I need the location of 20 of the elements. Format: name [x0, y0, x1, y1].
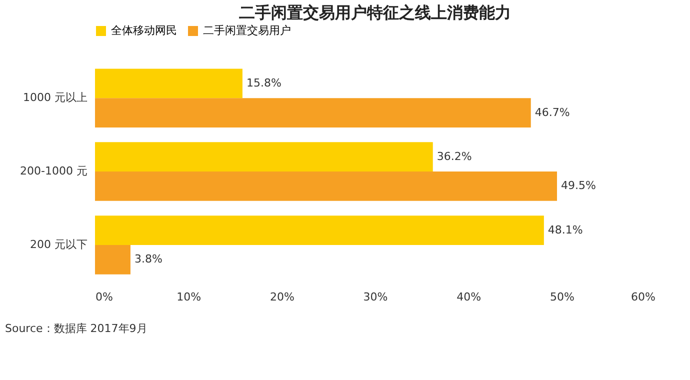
x-tick-label: 50% [550, 290, 574, 304]
source-note: Source：数据库 2017年9月 [5, 322, 148, 335]
x-tick-label: 40% [456, 290, 482, 304]
x-tick-label: 10% [176, 290, 202, 304]
legend-label: 全体移动网民 [111, 24, 177, 37]
data-label: 15.8% [246, 76, 282, 90]
legend-label: 二手闲置交易用户 [203, 24, 291, 37]
x-tick-label: 0% [96, 290, 113, 304]
y-tick-label: 200 元以下 [30, 238, 88, 251]
data-label: 3.8% [134, 252, 162, 266]
data-label: 46.7% [534, 106, 570, 119]
data-label: 36.2% [436, 150, 472, 163]
x-tick-label: 20% [270, 290, 294, 304]
data-label: 48.1% [548, 223, 583, 236]
x-tick-label: 60% [631, 290, 656, 304]
chart-title: 二手闲置交易用户特征之线上消费能力 [239, 3, 511, 22]
data-label: 49.5% [561, 179, 596, 192]
x-tick-label: 30% [363, 290, 388, 304]
y-tick-label: 200-1000 元 [20, 164, 88, 178]
y-tick-label: 1000 元以上 [23, 91, 88, 104]
